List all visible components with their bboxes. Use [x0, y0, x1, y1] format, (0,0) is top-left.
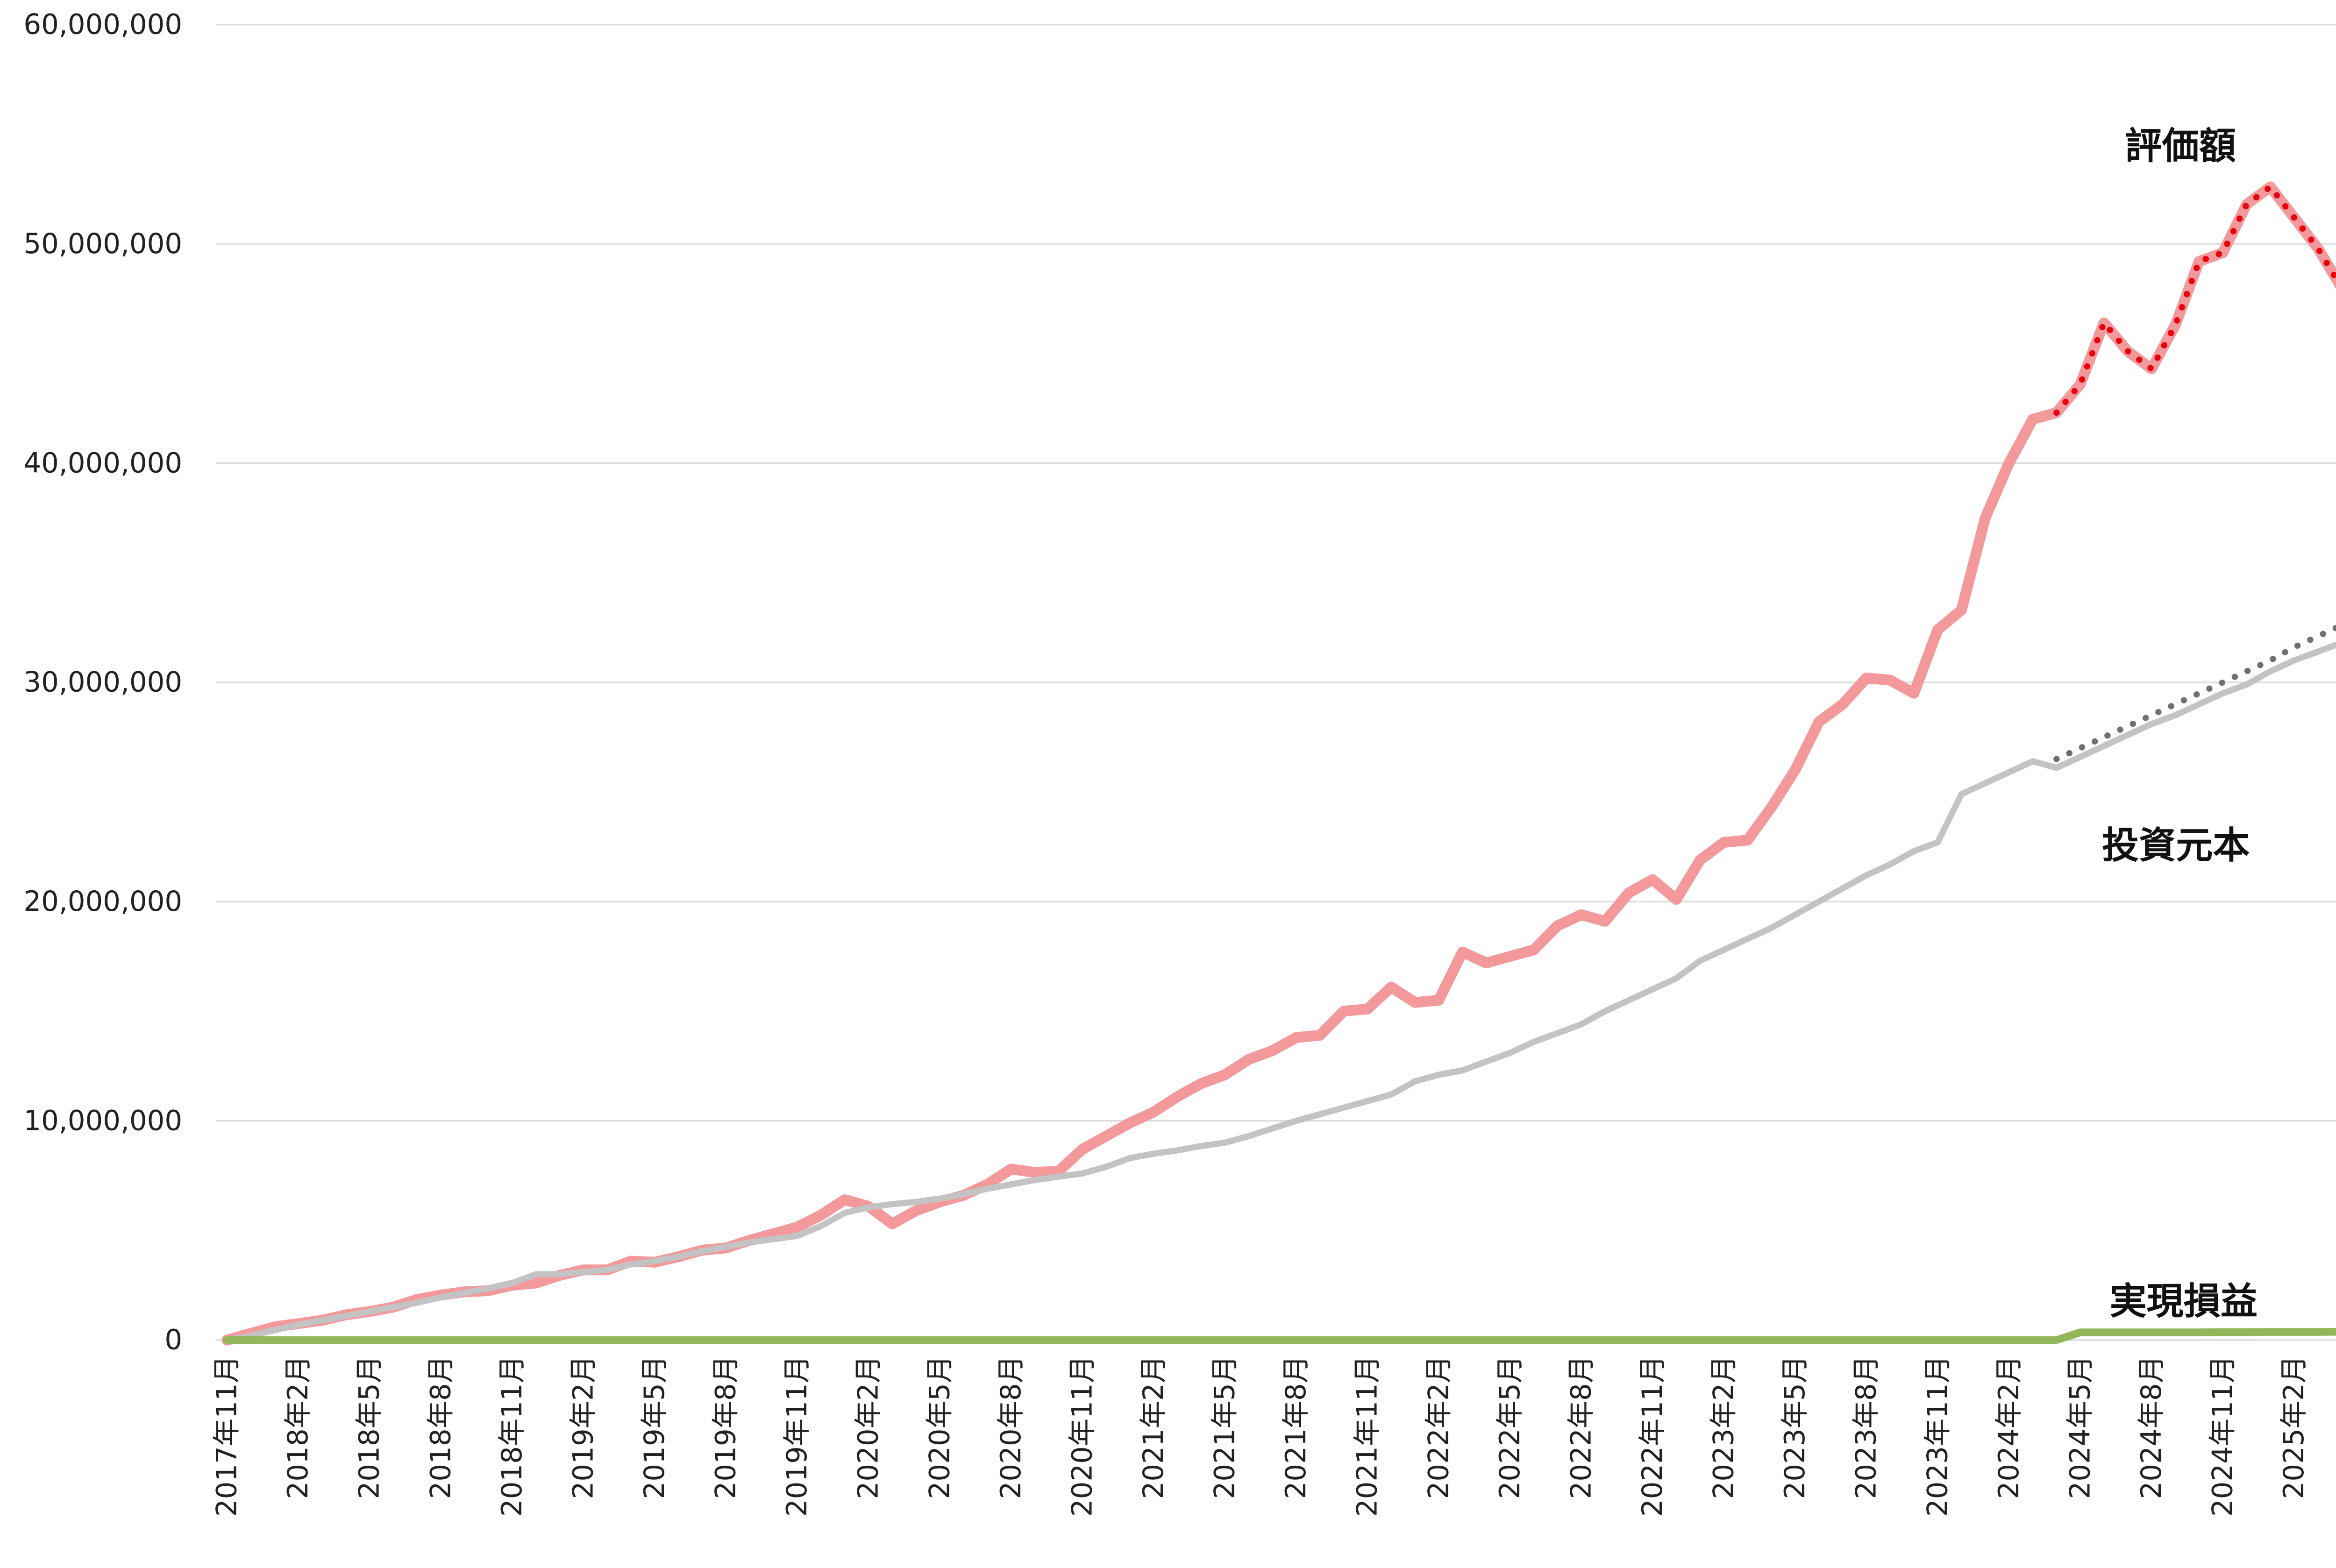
x-tick-label: 2018年2月	[282, 1355, 314, 1499]
x-tick-label: 2022年8月	[1565, 1355, 1597, 1499]
x-tick-label: 2024年2月	[1993, 1355, 2025, 1499]
y-tick-label: 40,000,000	[23, 447, 182, 479]
x-tick-label: 2020年5月	[923, 1355, 955, 1499]
x-tick-label: 2023年5月	[1779, 1355, 1811, 1499]
y-tick-label: 0	[164, 1324, 182, 1356]
y-tick-label: 20,000,000	[23, 885, 182, 917]
x-tick-label: 2022年11月	[1636, 1355, 1668, 1517]
series-label: 実現損益	[2110, 1280, 2258, 1323]
x-tick-label: 2024年8月	[2135, 1355, 2167, 1499]
x-tick-label: 2023年8月	[1850, 1355, 1882, 1499]
x-tick-label: 2019年5月	[638, 1355, 670, 1499]
x-tick-label: 2023年2月	[1708, 1355, 1740, 1499]
y-tick-label: 60,000,000	[23, 8, 182, 41]
x-tick-label: 2024年11月	[2207, 1355, 2239, 1517]
x-tick-label: 2020年2月	[852, 1355, 884, 1499]
series-line	[221, 181, 2336, 1346]
x-tick-label: 2021年8月	[1280, 1355, 1312, 1499]
series-label: 投資元本	[2102, 824, 2250, 867]
x-tick-label: 2020年8月	[995, 1355, 1027, 1499]
x-tick-label: 2019年2月	[567, 1355, 599, 1499]
series-label: 評価額	[2125, 125, 2236, 168]
y-tick-label: 10,000,000	[23, 1104, 182, 1136]
y-tick-label: 30,000,000	[23, 666, 182, 698]
x-tick-label: 2018年5月	[353, 1355, 385, 1499]
dotted-line	[2053, 184, 2336, 416]
x-tick-label: 2021年11月	[1351, 1355, 1383, 1517]
x-tick-label: 2017年11月	[211, 1355, 243, 1517]
x-tick-label: 2018年11月	[496, 1355, 528, 1517]
y-tick-label: 50,000,000	[23, 227, 182, 260]
x-tick-label: 2023年11月	[1921, 1355, 1953, 1517]
series-line	[223, 1327, 2336, 1344]
x-tick-label: 2022年2月	[1422, 1355, 1454, 1499]
x-tick-label: 2019年11月	[781, 1355, 813, 1517]
x-tick-label: 2019年8月	[710, 1355, 742, 1499]
x-tick-label: 2025年2月	[2278, 1355, 2310, 1499]
x-tick-label: 2018年8月	[424, 1355, 456, 1499]
x-tick-label: 2021年2月	[1137, 1355, 1169, 1499]
x-tick-label: 2021年5月	[1209, 1355, 1241, 1499]
x-tick-label: 2024年5月	[2064, 1355, 2096, 1499]
dotted-line	[2053, 624, 2336, 762]
x-tick-label: 2020年11月	[1066, 1355, 1098, 1517]
x-tick-label: 2022年5月	[1494, 1355, 1526, 1499]
series-line	[224, 641, 2336, 1343]
